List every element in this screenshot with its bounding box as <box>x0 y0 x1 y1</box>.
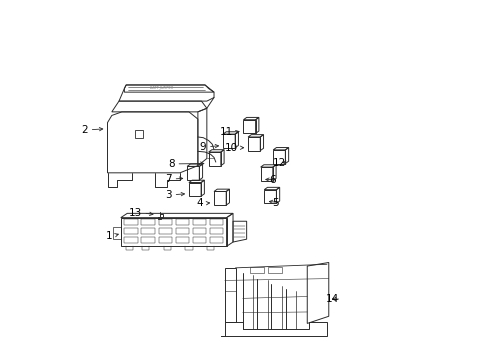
Text: 5: 5 <box>271 198 278 208</box>
Text: 6: 6 <box>269 175 276 185</box>
Text: 9: 9 <box>199 141 206 152</box>
Text: BATT JUMPER: BATT JUMPER <box>150 86 173 90</box>
Text: 10: 10 <box>224 143 237 153</box>
Text: 7: 7 <box>165 174 171 184</box>
Text: 12: 12 <box>272 158 285 168</box>
Text: 4: 4 <box>196 198 203 208</box>
Text: 14: 14 <box>325 294 339 304</box>
Text: 1: 1 <box>105 231 112 240</box>
Text: 3: 3 <box>165 190 171 200</box>
Text: 13: 13 <box>128 208 142 218</box>
Text: 2: 2 <box>81 125 88 135</box>
Text: 8: 8 <box>167 159 174 169</box>
Text: 11: 11 <box>219 127 232 137</box>
Bar <box>135 130 142 138</box>
